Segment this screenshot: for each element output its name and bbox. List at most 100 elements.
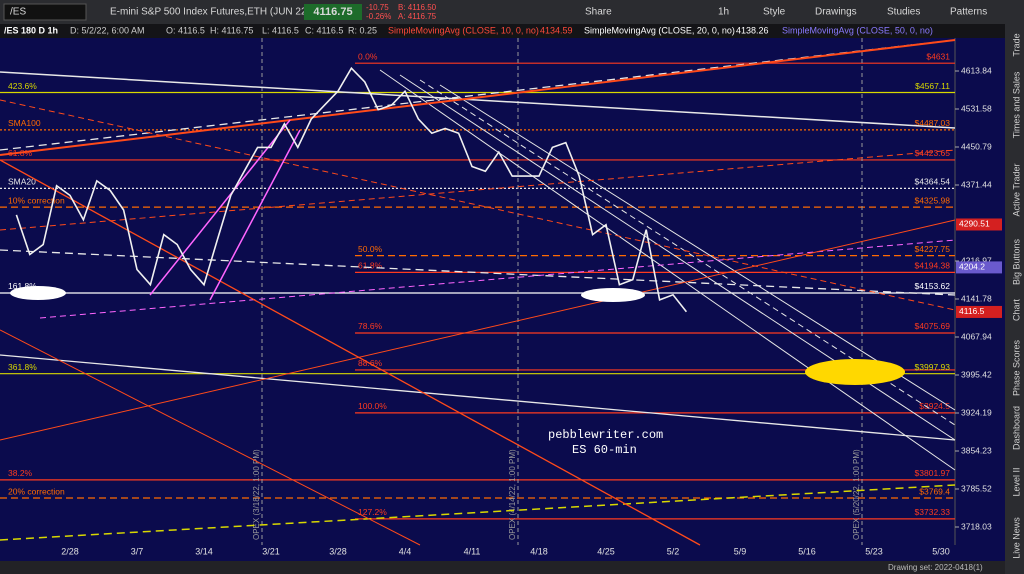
x-tick-label: 4/4 xyxy=(399,546,412,556)
y-tick-label: 3718.03 xyxy=(961,521,992,531)
price-marker-label: 4204.2 xyxy=(959,262,985,272)
description: E-mini S&P 500 Index Futures,ETH (JUN 22… xyxy=(110,7,310,18)
event-label: OPEX (3/18/22, 1:00 PM) xyxy=(252,449,261,540)
y-tick-label: 4613.84 xyxy=(961,65,992,75)
plot-area xyxy=(0,38,955,545)
x-tick-label: 3/28 xyxy=(329,546,347,556)
level-price-label: $4194.38 xyxy=(915,261,951,271)
highlight xyxy=(10,286,66,300)
y-tick-label: 3854.23 xyxy=(961,445,992,455)
event-label: OPEX (4/14/22, 1:00 PM) xyxy=(508,449,517,540)
level-price-label: $3732.33 xyxy=(915,507,951,517)
level-price-label: $3997.93 xyxy=(915,362,951,372)
info-open: O: 4116.5 xyxy=(166,25,205,35)
sidebar-tab[interactable]: Live News xyxy=(1011,517,1021,559)
level-price-label: $4325.98 xyxy=(915,195,951,205)
y-tick-label: 4216.97 xyxy=(961,255,992,265)
level-price-label: $3769.4 xyxy=(919,486,950,496)
sidebar-tab[interactable]: Phase Scores xyxy=(1011,339,1021,396)
info-close: C: 4116.5 xyxy=(305,25,343,35)
level-label: 0.0% xyxy=(358,51,378,61)
y-tick-label: 4371.44 xyxy=(961,179,992,189)
study-name: SimpleMovingAvg (CLOSE, 50, 0, no) xyxy=(782,25,933,35)
status-bar xyxy=(0,561,1005,574)
x-tick-label: 5/2 xyxy=(667,546,680,556)
sidebar xyxy=(1005,0,1024,574)
info-high: H: 4116.75 xyxy=(210,25,253,35)
y-tick-label: 4450.79 xyxy=(961,141,992,151)
y-tick-label: 3785.52 xyxy=(961,483,992,493)
level-price-label: $4487.03 xyxy=(915,118,951,128)
level-price-label: $3924.5 xyxy=(919,401,950,411)
change: -10.75 xyxy=(366,3,389,12)
price-marker-label: 4116.5 xyxy=(959,306,985,316)
x-tick-label: 4/25 xyxy=(597,546,615,556)
symbol[interactable]: /ES xyxy=(10,7,26,18)
price-marker xyxy=(956,218,1002,231)
annotation: pebblewriter.com xyxy=(548,428,663,442)
studies-button[interactable]: Studies xyxy=(887,7,920,18)
level-label: 20% correction xyxy=(8,486,65,496)
style-button[interactable]: Style xyxy=(763,7,786,18)
x-tick-label: 5/16 xyxy=(798,546,816,556)
price-marker xyxy=(956,305,1002,318)
level-label: 61.8% xyxy=(358,261,383,271)
level-label: 100.0% xyxy=(358,401,387,411)
info-date: D: 5/2/22, 6:00 AM xyxy=(70,25,145,35)
sidebar-tab[interactable]: Times and Sales xyxy=(1011,71,1021,138)
study-name: SimpleMovingAvg (CLOSE, 10, 0, no) xyxy=(388,25,539,35)
x-tick-label: 3/14 xyxy=(195,546,213,556)
y-tick-label: 4067.94 xyxy=(961,331,992,341)
y-tick-label: 3924.19 xyxy=(961,407,992,417)
price-axis xyxy=(955,38,1005,545)
info-bar xyxy=(0,24,1005,38)
level-label: 50.0% xyxy=(358,244,383,254)
level-price-label: $4423.65 xyxy=(915,148,951,158)
sidebar-tab[interactable]: Big Buttons xyxy=(1011,238,1021,285)
level-label: 361.8% xyxy=(8,362,37,372)
sidebar-tab[interactable]: Active Trader xyxy=(1011,163,1021,216)
chart-label: /ES 180 D 1h xyxy=(4,25,58,35)
study-value: 4134.59 xyxy=(540,25,573,35)
x-tick-label: 5/30 xyxy=(932,546,950,556)
drawings-button[interactable]: Drawings xyxy=(815,7,857,18)
x-tick-label: 3/7 xyxy=(131,546,144,556)
sidebar-tab[interactable]: Level II xyxy=(1011,467,1021,496)
annotation: ES 60-min xyxy=(572,443,637,457)
symbol-box[interactable] xyxy=(3,3,87,21)
level-label: 423.6% xyxy=(8,81,37,91)
levels: 0.0% $4631 423.6% $4567.11 SMA100 $4487.03 61.… xyxy=(0,38,955,545)
info-range: R: 0.25 xyxy=(348,25,377,35)
x-tick-label: 5/23 xyxy=(865,546,883,556)
level-price-label: $4075.69 xyxy=(915,321,951,331)
x-tick-label: 4/11 xyxy=(464,546,481,556)
level-label: 127.2% xyxy=(358,507,387,517)
x-tick-label: 4/18 xyxy=(530,546,548,556)
x-tick-label: 2/28 xyxy=(61,546,79,556)
drawing-set[interactable]: Drawing set: 2022-0418(1) xyxy=(888,563,983,572)
toolbar xyxy=(0,0,1005,24)
x-tick-label: 3/21 xyxy=(262,546,280,556)
level-label: 10% correction xyxy=(8,195,65,205)
sidebar-tab[interactable]: Chart xyxy=(1011,299,1021,322)
sidebar-tab[interactable]: Dashboard xyxy=(1011,406,1021,450)
study-name: SimpleMovingAvg (CLOSE, 20, 0, no) xyxy=(584,25,735,35)
level-price-label: $4567.11 xyxy=(915,81,950,91)
y-tick-label: 3995.42 xyxy=(961,369,992,379)
event-label: OPEX (5/20/22, 1:00 PM) xyxy=(852,449,861,540)
y-tick-label: 4141.78 xyxy=(961,293,992,303)
price-marker-label: 4290.51 xyxy=(959,219,990,229)
level-label: SMA100 xyxy=(8,118,41,128)
patterns-button[interactable]: Patterns xyxy=(950,7,987,18)
last-box xyxy=(304,4,362,20)
price-marker xyxy=(956,261,1002,274)
timeframe-button[interactable]: 1h xyxy=(718,7,729,18)
sidebar-tab[interactable]: Trade xyxy=(1011,33,1021,56)
ask: A: 4116.75 xyxy=(398,12,437,21)
level-price-label: $4631 xyxy=(926,51,950,61)
level-price-label: $4153.62 xyxy=(915,281,951,291)
level-price-label: $4227.75 xyxy=(915,244,951,254)
bid: B: 4116.50 xyxy=(398,3,437,12)
share-button[interactable]: Share xyxy=(585,7,612,18)
